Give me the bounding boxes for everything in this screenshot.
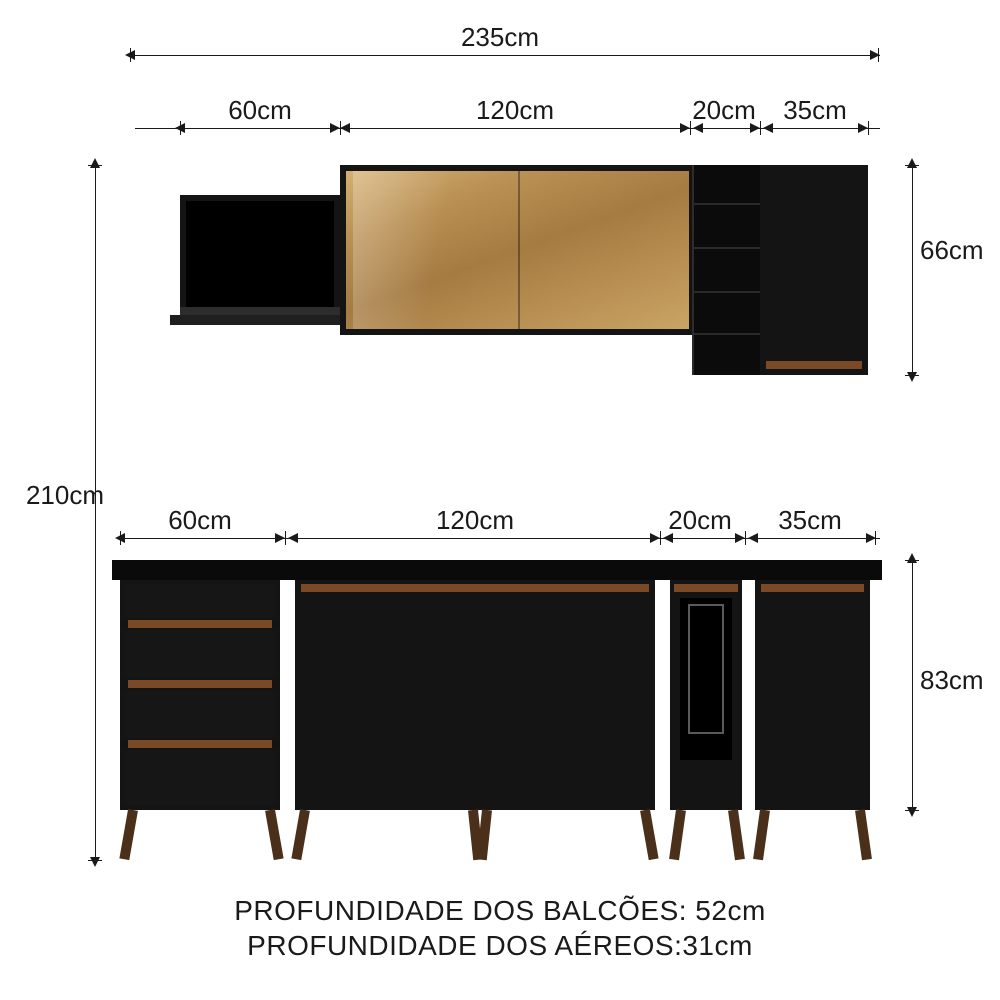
lower-drawers-unit <box>120 580 280 810</box>
arrow-icon <box>288 533 298 543</box>
footer-depth-counters: PROFUNDIDADE DOS BALCÕES: 52cm <box>0 895 1000 927</box>
upper-left-ledge <box>170 315 345 325</box>
dim-label-lower-20: 20cm <box>660 505 740 536</box>
dim-line-lower-segments <box>120 538 880 539</box>
dim-tick <box>905 560 919 561</box>
arrow-icon <box>90 857 100 867</box>
arrow-icon <box>175 123 185 133</box>
arrow-icon <box>858 123 868 133</box>
dim-label-total-width: 235cm <box>425 22 575 53</box>
dim-label-lower-83: 83cm <box>920 665 1000 696</box>
cabinet-leg <box>855 809 872 860</box>
countertop <box>112 560 882 580</box>
dim-line-total-width <box>135 55 880 56</box>
cabinet-leg <box>265 809 284 860</box>
lower-open-niche <box>670 580 742 810</box>
dim-tick <box>88 165 102 166</box>
cabinet-leg <box>640 809 659 860</box>
arrow-icon <box>748 533 758 543</box>
dim-label-upper-66: 66cm <box>920 235 1000 266</box>
dim-label-upper-35: 35cm <box>775 95 855 126</box>
dim-tick <box>905 165 919 166</box>
dim-label-lower-60: 60cm <box>155 505 245 536</box>
cabinet-leg <box>477 809 492 860</box>
arrow-icon <box>650 533 660 543</box>
lower-right-door <box>755 580 870 810</box>
dim-tick <box>878 48 879 62</box>
arrow-icon <box>907 553 917 563</box>
arrow-icon <box>763 123 773 133</box>
dim-label-upper-20: 20cm <box>684 95 764 126</box>
dim-label-total-height: 210cm <box>25 480 105 511</box>
furniture-dimension-diagram: 235cm 60cm 120cm 20cm 35cm <box>0 0 1000 1000</box>
dim-label-lower-35: 35cm <box>770 505 850 536</box>
cabinet-leg <box>669 809 686 860</box>
dim-tick <box>905 375 919 376</box>
dim-label-upper-120: 120cm <box>465 95 565 126</box>
dim-line-total-height <box>95 165 96 860</box>
upper-glass-doors <box>346 171 689 329</box>
arrow-icon <box>907 372 917 382</box>
arrow-icon <box>866 533 876 543</box>
arrow-icon <box>115 533 125 543</box>
arrow-icon <box>907 807 917 817</box>
upper-shelf-niche <box>692 165 760 375</box>
cabinet-leg <box>728 809 745 860</box>
dim-tick <box>130 48 131 62</box>
dim-line-lower-height <box>912 560 913 810</box>
dim-label-lower-120: 120cm <box>425 505 525 536</box>
dim-line-upper-height <box>912 165 913 375</box>
dim-label-upper-60: 60cm <box>215 95 305 126</box>
cabinet-leg <box>291 809 310 860</box>
arrow-icon <box>907 158 917 168</box>
arrow-icon <box>330 123 340 133</box>
arrow-icon <box>90 158 100 168</box>
dim-tick <box>285 531 286 545</box>
footer-depth-uppers: PROFUNDIDADE DOS AÉREOS:31cm <box>0 930 1000 962</box>
dim-tick <box>88 860 102 861</box>
upper-left-open-cabinet <box>180 195 340 315</box>
cabinet-leg <box>119 809 138 860</box>
arrow-icon <box>340 123 350 133</box>
upper-right-door <box>760 165 868 375</box>
dim-tick <box>745 531 746 545</box>
dim-tick <box>905 810 919 811</box>
dim-tick <box>868 121 869 135</box>
cabinet-leg <box>753 809 770 860</box>
arrow-icon <box>275 533 285 543</box>
lower-center-doors <box>295 580 655 810</box>
